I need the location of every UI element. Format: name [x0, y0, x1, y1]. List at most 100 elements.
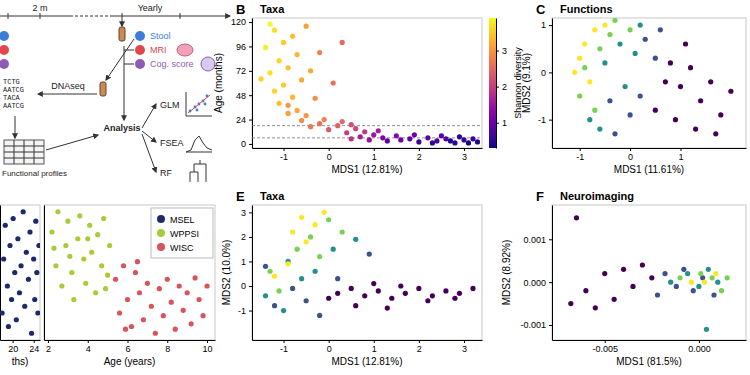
- point: [696, 284, 701, 289]
- point: [412, 132, 417, 137]
- x-axis-tick: 20: [8, 340, 18, 354]
- x-axis-tick: 1: [372, 340, 377, 354]
- point: [135, 259, 140, 264]
- x-axis-tick-label: 8: [165, 344, 170, 354]
- point: [49, 229, 54, 234]
- x-axis-tick-mark: [464, 148, 465, 151]
- x-axis-tick-mark: [167, 340, 168, 343]
- point: [21, 209, 26, 214]
- y-axis-tick-label: 0.000: [523, 278, 546, 288]
- colorbar-axis-tick: 1: [496, 118, 507, 128]
- x-axis-tick: 0: [327, 340, 332, 354]
- y-axis-tick-mark: [249, 311, 252, 312]
- point: [376, 288, 381, 293]
- legend: MSELWPPSIWISC: [151, 208, 213, 258]
- point: [577, 56, 582, 61]
- point: [340, 40, 345, 45]
- point: [607, 32, 612, 37]
- icon-axis: [186, 116, 212, 117]
- x-axis-tick: 2: [46, 340, 51, 354]
- point: [640, 262, 645, 267]
- point: [698, 271, 703, 276]
- x-axis-tick-label: 20: [8, 344, 18, 354]
- y-axis-tick: 48: [236, 91, 252, 101]
- point: [425, 135, 430, 140]
- method-label: FSEA: [160, 138, 184, 148]
- x-axis-tick-label: 24: [29, 344, 39, 354]
- point: [103, 286, 108, 291]
- legend-frame: [151, 208, 213, 258]
- marks: [49, 209, 209, 336]
- y-axis-label: MDS2 (10.0%): [221, 240, 232, 306]
- point: [290, 286, 295, 291]
- point: [602, 271, 607, 276]
- point: [149, 304, 154, 309]
- point: [317, 254, 322, 259]
- point: [691, 288, 696, 293]
- point: [322, 210, 327, 215]
- point: [658, 27, 663, 32]
- y-axis-tick: 1: [241, 257, 252, 267]
- schematic: 2 mYearlyStoolMRICog. scoreDNAseqTCTGAAT…: [0, 3, 230, 182]
- arrow: [122, 19, 123, 26]
- timeline-tick: [180, 13, 181, 19]
- icon-tree: [194, 164, 195, 172]
- panel: -101-101MDS1 (11.61%)MDS2 (9.1%)Function…: [521, 2, 747, 175]
- point: [622, 84, 627, 89]
- panel-letter: F: [536, 189, 544, 204]
- x-axis-tick-mark: [699, 340, 700, 343]
- point: [65, 219, 70, 224]
- point: [177, 283, 182, 288]
- x-axis-tick-label: -1: [576, 152, 584, 162]
- x-axis-tick-label: 0.000: [688, 344, 711, 354]
- point: [349, 286, 354, 291]
- point: [276, 58, 281, 63]
- legend-label: WPPSI: [170, 229, 199, 239]
- point: [145, 281, 150, 286]
- point: [276, 288, 281, 293]
- point: [117, 310, 122, 315]
- x-axis-tick-mark: [630, 148, 631, 151]
- x-axis-tick-label: 0: [628, 152, 633, 162]
- point: [299, 77, 304, 82]
- point: [713, 271, 718, 276]
- y-axis-tick: 0: [241, 281, 252, 291]
- y-axis-tick-mark: [249, 46, 252, 47]
- point: [430, 293, 435, 298]
- colorbar-axis-tick-label: 3: [502, 46, 507, 56]
- y-axis-tick-label: 0: [241, 139, 246, 149]
- point: [71, 297, 76, 302]
- colorbar-axis-tick-mark: [496, 51, 499, 52]
- point: [55, 209, 60, 214]
- point: [141, 317, 146, 322]
- colorbar-axis-tick-mark: [496, 87, 499, 88]
- connector: [124, 50, 134, 51]
- point: [125, 297, 130, 302]
- arrow: [142, 104, 156, 128]
- icon-fit: [188, 95, 210, 113]
- y-axis: 024487296120: [231, 17, 253, 149]
- point: [630, 284, 635, 289]
- point: [587, 117, 592, 122]
- x-axis-tick: -1: [280, 340, 288, 354]
- point: [439, 133, 444, 138]
- colorbar-axis-tick: 3: [496, 46, 507, 56]
- point: [14, 317, 19, 322]
- point: [349, 122, 354, 127]
- y-axis-line: [552, 19, 553, 149]
- x-axis-tick-label: 2: [46, 344, 51, 354]
- x-axis-tick: 10: [203, 340, 213, 354]
- point: [678, 84, 683, 89]
- point: [470, 286, 475, 291]
- point: [263, 45, 268, 50]
- point: [668, 280, 673, 285]
- x-axis-tick-mark: [128, 340, 129, 343]
- sample-dot: [0, 31, 9, 41]
- point: [358, 134, 363, 139]
- point: [85, 236, 90, 241]
- y-axis-tick-mark: [549, 72, 552, 73]
- point: [371, 281, 376, 286]
- x-axis-tick-label: -1: [280, 344, 288, 354]
- point: [711, 292, 716, 297]
- point: [59, 283, 64, 288]
